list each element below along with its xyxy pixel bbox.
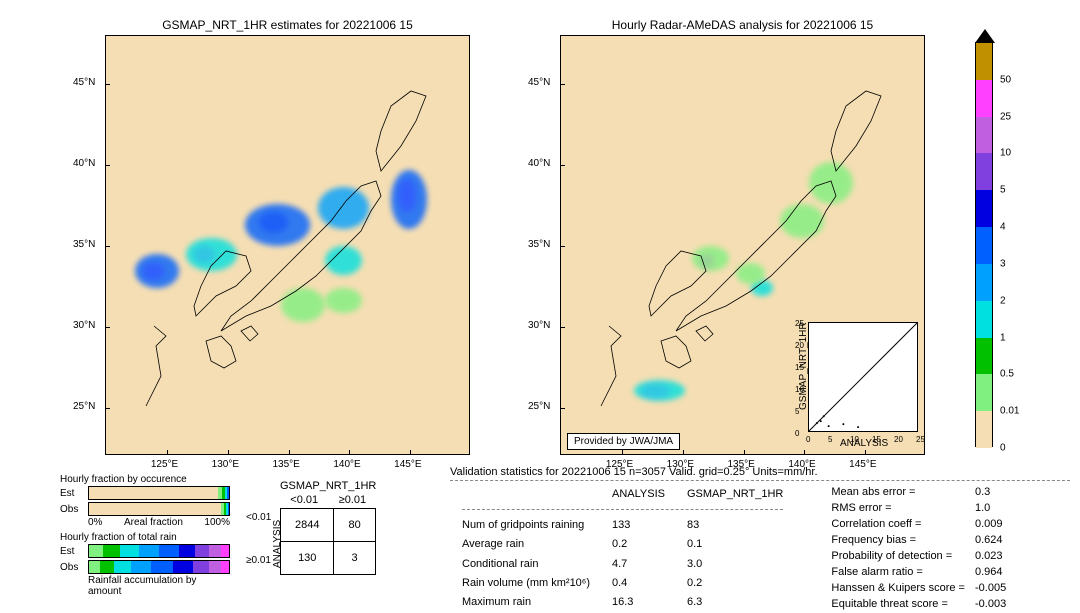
occurrence-est-bar — [88, 486, 230, 500]
cell-00: 2844 — [281, 509, 334, 542]
occurrence-title: Hourly fraction by occurence — [60, 474, 230, 485]
right-map-title: Hourly Radar-AMeDAS analysis for 2022100… — [561, 18, 924, 32]
contingency-col-header: GSMAP_NRT_1HR — [280, 480, 376, 492]
left-map: GSMAP_NRT_1HR estimates for 20221006 15 — [105, 35, 470, 455]
th-analysis: ANALYSIS — [602, 485, 675, 502]
total-obs-bar — [88, 560, 230, 574]
right-map: Hourly Radar-AMeDAS analysis for 2022100… — [560, 35, 925, 455]
est-label: Est — [60, 488, 84, 499]
row-label-0: <0.01 — [246, 512, 271, 523]
obs-label2: Obs — [60, 562, 84, 573]
col-label-0: <0.01 — [290, 494, 318, 506]
total-footer: Rainfall accumulation by amount — [88, 575, 230, 597]
contingency-table: GSMAP_NRT_1HR <0.01 ≥0.01 284480 1303 — [280, 480, 376, 575]
stats-left-table: ANALYSISGSMAP_NRT_1HR Num of gridpoints … — [450, 483, 795, 613]
total-est-bar — [88, 544, 230, 558]
scatter-inset: 00551010151520202525 — [808, 322, 918, 432]
cell-10: 130 — [281, 542, 334, 575]
axis-mid: Areal fraction — [124, 517, 183, 528]
bottom-left-panel: Hourly fraction by occurence Est Obs 0% … — [60, 470, 230, 597]
inset-ylabel: GSMAP_NRT_1HR — [798, 322, 809, 410]
cell-01: 80 — [334, 509, 375, 542]
dashed-line — [450, 480, 1070, 481]
occurrence-obs-bar — [88, 502, 230, 516]
stats-title: Validation statistics for 20221006 15 n=… — [450, 466, 1070, 478]
row-label-1: ≥0.01 — [246, 555, 271, 566]
colorbar-arrow-icon — [975, 29, 995, 43]
axis-right: 100% — [204, 517, 230, 528]
obs-label: Obs — [60, 504, 84, 515]
col-label-1: ≥0.01 — [339, 494, 366, 506]
axis-left: 0% — [88, 517, 102, 528]
provided-label: Provided by JWA/JMA — [567, 433, 680, 450]
stats-right-table: Mean abs error =0.3RMS error =1.0Correla… — [825, 483, 1012, 613]
contingency-row-header: ANALYSIS — [272, 520, 283, 568]
inset-xlabel: ANALYSIS — [840, 438, 888, 449]
stats-block: Validation statistics for 20221006 15 n=… — [450, 466, 1070, 613]
cell-11: 3 — [334, 542, 375, 575]
left-map-title: GSMAP_NRT_1HR estimates for 20221006 15 — [106, 18, 469, 32]
th-gsmap: GSMAP_NRT_1HR — [677, 485, 793, 502]
coastline-left — [106, 36, 471, 456]
est-label2: Est — [60, 546, 84, 557]
colorbar: 00.010.512345102550 — [975, 42, 993, 447]
total-title: Hourly fraction of total rain — [60, 532, 230, 543]
